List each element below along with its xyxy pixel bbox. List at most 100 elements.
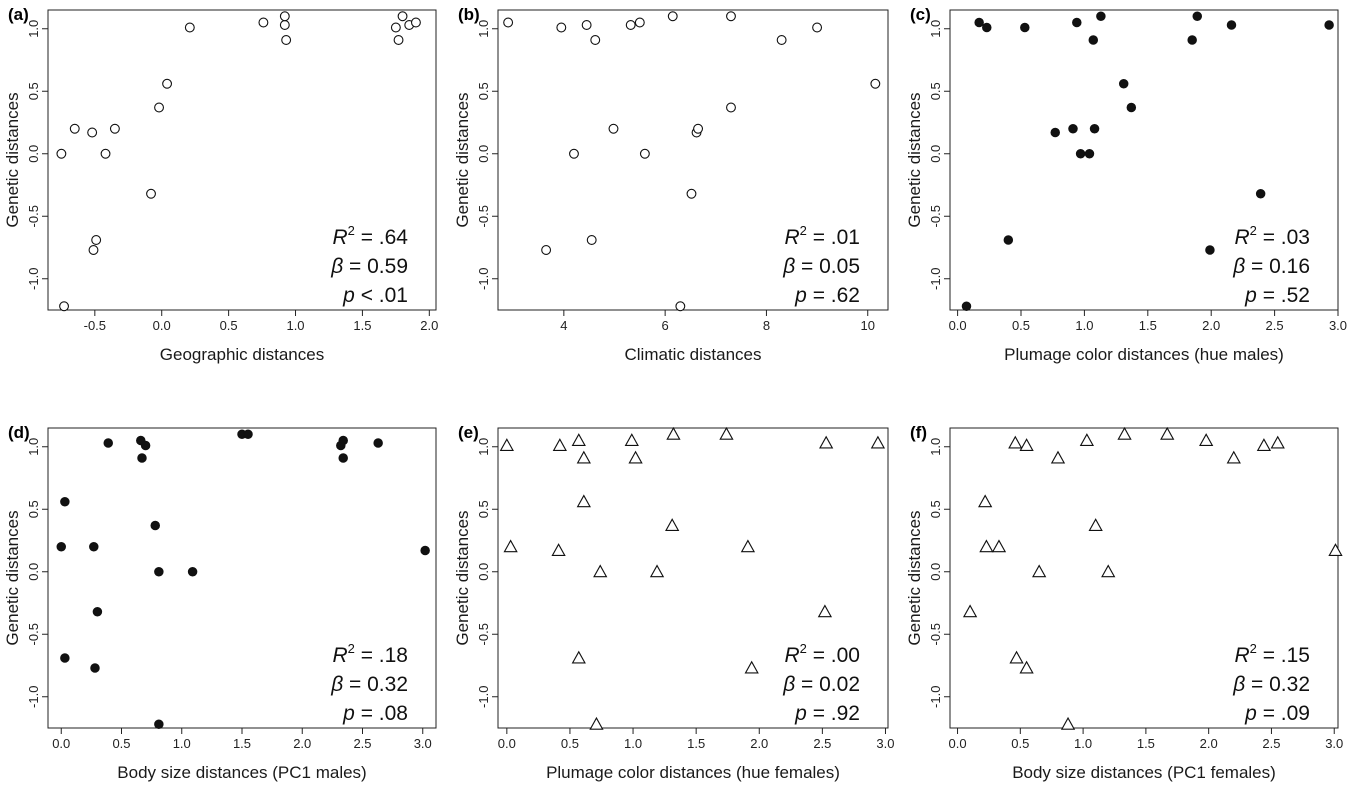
x-tick-label: 3.0: [414, 736, 432, 751]
data-point: [961, 301, 972, 311]
data-point: [556, 22, 567, 33]
data-point: [589, 716, 604, 730]
data-point: [1199, 433, 1214, 447]
data-point: [1032, 564, 1047, 578]
data-point: [726, 102, 736, 113]
data-point: [503, 17, 514, 28]
y-tick-label: -1.0: [928, 268, 943, 290]
data-point: [1256, 438, 1272, 452]
data-point: [1088, 35, 1099, 45]
x-tick-label: 4: [560, 318, 567, 333]
x-tick-label: 1.5: [233, 736, 251, 751]
y-axis-title: Genetic distances: [905, 92, 924, 227]
scatter-panel-1: (a) -0.5 0.0 0.5 1.0 1.5 2.0 -1.0 -0.5 0.0 0.5 1.0 G…: [3, 5, 438, 364]
data-point: [667, 11, 678, 22]
y-tick-label: -1.0: [476, 268, 491, 290]
data-point: [608, 123, 619, 134]
data-point: [675, 301, 686, 312]
p-annotation: p = .09: [1244, 702, 1310, 725]
p-annotation: p = .08: [342, 702, 408, 725]
x-tick-label: 2.0: [750, 736, 768, 751]
data-point: [1003, 235, 1014, 245]
data-point: [1072, 17, 1082, 28]
x-tick-label: 1.0: [173, 736, 191, 751]
data-point: [1088, 518, 1103, 532]
data-point: [666, 426, 681, 440]
y-tick-label: 0.0: [928, 563, 943, 581]
data-point: [499, 438, 514, 452]
r2-annotation: R2 = .15: [1234, 641, 1310, 667]
scatter-panel-6: (f) 0.0 0.5 1.0 1.5 2.0 2.5 3.0 -1.0 -0.5 0.0 0.5 1.…: [905, 423, 1343, 782]
data-point: [56, 541, 67, 552]
data-point: [103, 438, 113, 448]
data-point: [1226, 20, 1237, 30]
data-point: [776, 35, 787, 45]
plot-frame: [949, 9, 1339, 311]
data-point: [90, 663, 100, 673]
y-tick-label: 0.5: [476, 82, 491, 100]
y-tick-label: 0.0: [476, 145, 491, 163]
data-point: [628, 450, 643, 464]
data-point: [279, 11, 290, 22]
data-point: [586, 235, 597, 245]
y-axis-title: Genetic distances: [3, 92, 22, 227]
beta-annotation: β = 0.32: [1232, 673, 1310, 696]
data-point: [162, 78, 173, 89]
y-tick-label: 1.0: [476, 438, 491, 456]
x-tick-label: 0.5: [1011, 736, 1029, 751]
data-point: [1160, 426, 1175, 440]
data-point: [870, 435, 886, 449]
data-point: [60, 653, 70, 663]
data-point: [60, 496, 70, 507]
data-point: [740, 539, 756, 553]
data-point: [686, 188, 697, 199]
x-tick-label: 3.0: [1329, 318, 1347, 333]
y-axis-title: Genetic distances: [905, 510, 924, 645]
y-tick-label: 0.0: [928, 145, 943, 163]
y-tick-label: -0.5: [26, 205, 41, 227]
data-point: [69, 123, 80, 134]
y-tick-label: -0.5: [476, 623, 491, 645]
x-tick-label: 1.0: [1075, 318, 1093, 333]
x-axis-title: Geographic distances: [160, 345, 324, 364]
x-tick-label: 2.0: [1200, 736, 1218, 751]
data-point: [576, 450, 591, 464]
data-point: [410, 17, 421, 28]
p-annotation: p = .62: [794, 284, 860, 307]
data-point: [639, 148, 650, 159]
scatter-panel-4: (d) 0.0 0.5 1.0 1.5 2.0 2.5 3.0 -1.0 -0.5 0.0 0.5 1.…: [3, 423, 437, 782]
data-point: [665, 518, 680, 532]
data-point: [571, 433, 586, 447]
r2-annotation: R2 = .01: [784, 223, 860, 249]
x-tick-label: 3.0: [876, 736, 894, 751]
y-axis-title: Genetic distances: [3, 510, 22, 645]
data-point: [1192, 11, 1203, 21]
x-axis-title: Body size distances (PC1 females): [1012, 763, 1276, 782]
data-point: [541, 245, 552, 255]
data-point: [373, 438, 383, 448]
x-tick-label: 1.5: [687, 736, 705, 751]
x-tick-label: 0.0: [498, 736, 516, 751]
y-tick-label: -1.0: [26, 268, 41, 290]
data-point: [1019, 438, 1034, 452]
data-point: [634, 17, 645, 28]
data-point: [91, 235, 102, 245]
x-tick-label: 1.5: [1139, 318, 1157, 333]
x-tick-label: 0.5: [112, 736, 130, 751]
x-axis-title: Plumage color distances (hue males): [1004, 345, 1284, 364]
data-point: [187, 566, 198, 577]
data-point: [625, 20, 636, 30]
data-point: [100, 148, 111, 159]
data-point: [89, 541, 99, 552]
data-point: [1060, 716, 1076, 730]
x-tick-label: 8: [763, 318, 770, 333]
data-point: [1324, 20, 1334, 30]
data-point: [1205, 245, 1215, 255]
data-point: [59, 301, 70, 312]
data-point: [982, 22, 992, 33]
r2-annotation: R2 = .64: [332, 223, 408, 249]
r2-annotation: R2 = .18: [332, 641, 408, 667]
data-point: [1050, 127, 1060, 138]
data-point: [978, 494, 993, 508]
